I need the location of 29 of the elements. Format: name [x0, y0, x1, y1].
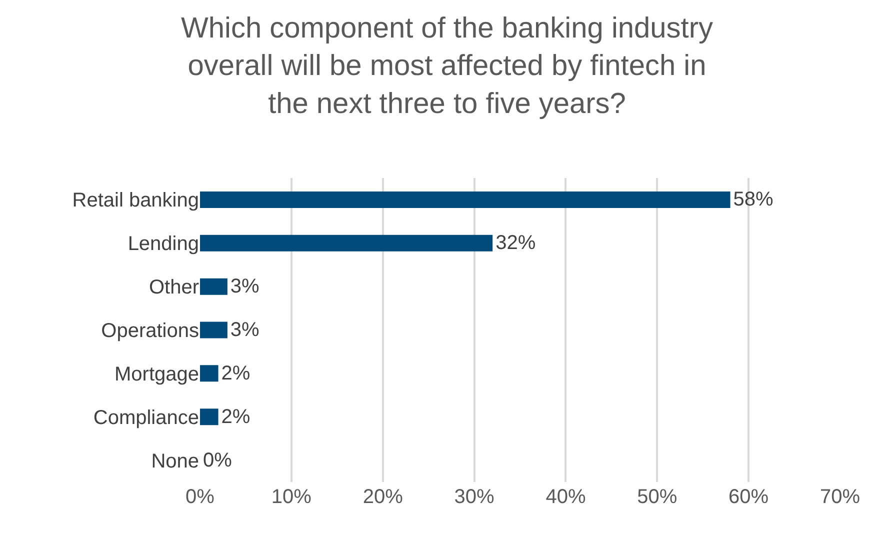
- y-tick-label: Mortgage: [114, 363, 199, 386]
- x-tick-label: 0%: [186, 486, 215, 508]
- bar: [200, 278, 228, 295]
- data-label: 3%: [230, 276, 260, 298]
- x-tick-label: 10%: [271, 486, 312, 508]
- data-label: 58%: [733, 188, 774, 211]
- bar: [200, 234, 493, 252]
- y-tick-label: Retail banking: [72, 190, 199, 212]
- x-tick-label: 50%: [637, 486, 678, 508]
- chart-title: Which component of the banking industry overall will be most affected by fintech in the next three to five years?: [181, 12, 714, 120]
- x-tick-label: 20%: [362, 486, 404, 508]
- y-tick-label: Other: [148, 276, 200, 299]
- bar: [200, 365, 218, 382]
- data-label: 2%: [221, 406, 250, 428]
- y-tick-label: Compliance: [93, 406, 199, 429]
- y-tick-label: None: [151, 450, 199, 472]
- y-tick-label: Operations: [101, 320, 199, 342]
- data-label: 32%: [496, 232, 536, 254]
- bar: [200, 408, 218, 426]
- bar: [200, 322, 228, 338]
- x-tick-label: 60%: [728, 486, 769, 508]
- bar: [200, 191, 730, 208]
- x-tick-label: 40%: [546, 486, 586, 508]
- y-tick-label: Lending: [128, 233, 199, 256]
- x-tick-label: 70%: [820, 486, 860, 508]
- data-label: 0%: [203, 449, 232, 472]
- data-label: 2%: [221, 362, 250, 384]
- x-tick-label: 30%: [454, 486, 495, 508]
- data-label: 3%: [230, 319, 260, 341]
